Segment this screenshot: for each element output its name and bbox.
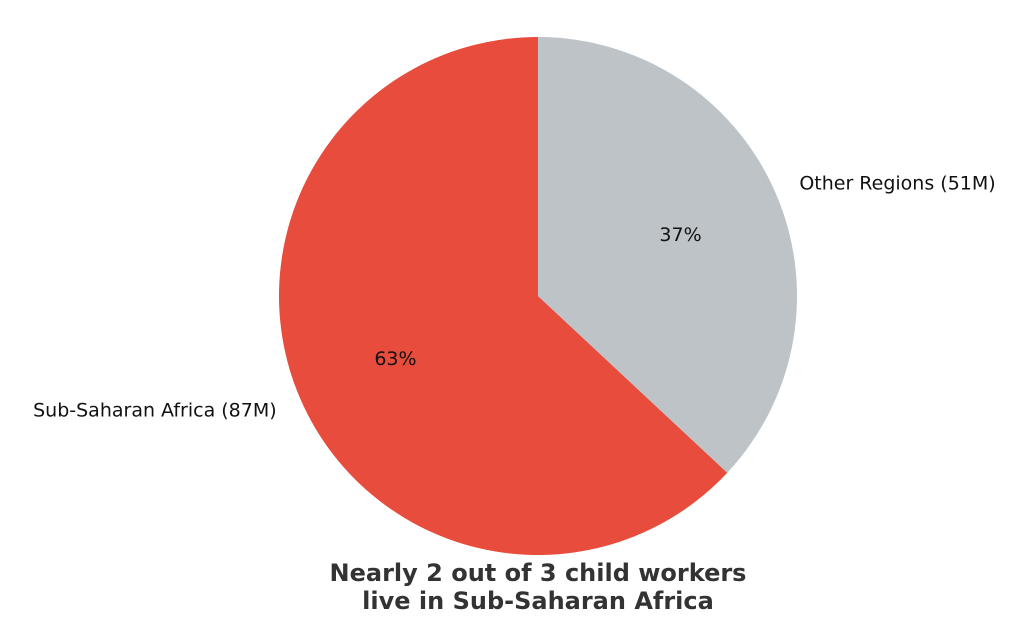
chart-title-line-1: Nearly 2 out of 3 child workers [330, 559, 747, 587]
pie-slice [538, 37, 797, 473]
pie-slices [279, 37, 797, 556]
pie-labels: 63% Sub-Saharan Africa (87M) 37% Other Regi… [33, 172, 996, 421]
pie-slice [279, 37, 728, 556]
slice-percent-label: 37% [659, 224, 701, 246]
slice-percent-label: 63% [374, 348, 416, 370]
slice-category-label: Sub-Saharan Africa (87M) [33, 400, 277, 422]
slice-category-label: Other Regions (51M) [799, 172, 995, 194]
chart-title-line-2: live in Sub-Saharan Africa [362, 587, 714, 615]
